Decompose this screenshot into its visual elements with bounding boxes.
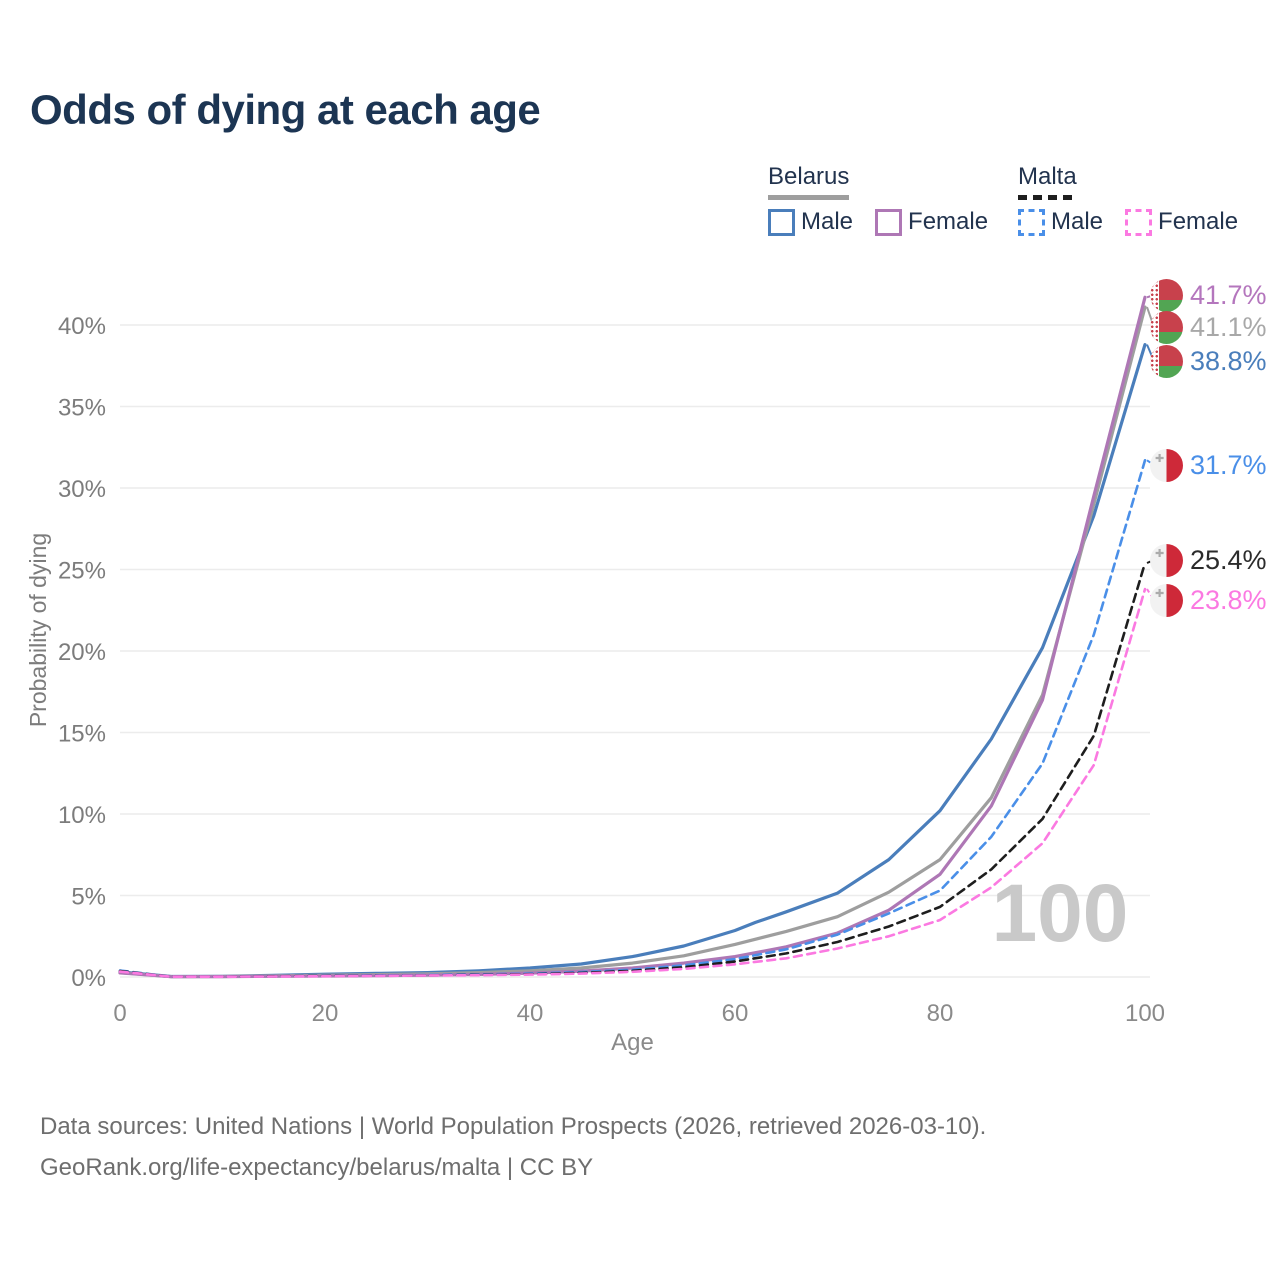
end-label-belarus-female: 41.7%	[1150, 278, 1267, 312]
end-label-value: 41.7%	[1190, 279, 1267, 310]
end-label-value: 25.4%	[1190, 544, 1267, 575]
belarus-flag-icon	[1150, 344, 1183, 378]
end-label-malta-female: 23.8%	[1150, 583, 1267, 617]
x-tick-80: 80	[927, 1000, 954, 1027]
y-tick-0%: 0%	[71, 965, 106, 992]
legend-header-malta[interactable]: Malta	[1018, 163, 1077, 200]
y-tick-5%: 5%	[71, 884, 106, 911]
end-label-belarus-male: 38.8%	[1150, 344, 1267, 378]
end-label-value: 41.1%	[1190, 311, 1267, 342]
y-tick-20%: 20%	[58, 639, 106, 666]
attribution-line: GeoRank.org/life-expectancy/belarus/malt…	[40, 1154, 594, 1181]
malta-line-style-sample	[1018, 195, 1077, 200]
end-label-malta-male: 31.7%	[1150, 448, 1267, 482]
x-tick-100: 100	[1125, 1000, 1165, 1027]
legend-item-label: Female	[908, 208, 989, 235]
legend-item-belarus-female[interactable]: Female	[875, 208, 988, 236]
x-tick-60: 60	[722, 1000, 749, 1027]
age-indicator-watermark: 100	[992, 868, 1129, 959]
footer: Data sources: United Nations | World Pop…	[40, 1106, 986, 1188]
y-tick-30%: 30%	[58, 476, 106, 503]
belarus-flag-icon	[1150, 310, 1183, 344]
series-line-malta-female[interactable]	[118, 587, 1147, 978]
end-label-belarus-all: 41.1%	[1150, 310, 1267, 344]
y-axis-title: Probability of dying	[25, 533, 51, 727]
legend-group-malta: Malta Male Female	[1018, 163, 1238, 236]
belarus-male-swatch-icon	[768, 208, 795, 236]
legend-item-label: Male	[1051, 208, 1104, 235]
x-tick-0: 0	[113, 1000, 126, 1027]
x-tick-40: 40	[517, 1000, 544, 1027]
legend-item-malta-female[interactable]: Female	[1125, 208, 1238, 236]
y-tick-35%: 35%	[58, 395, 106, 422]
data-sources-line: Data sources: United Nations | World Pop…	[40, 1113, 987, 1140]
legend-item-belarus-male[interactable]: Male	[768, 208, 853, 236]
malta-flag-icon	[1150, 543, 1183, 577]
belarus-female-swatch-icon	[875, 208, 903, 236]
legend-item-label: Female	[1158, 208, 1239, 235]
legend-header-malta-label: Malta	[1018, 163, 1077, 190]
x-axis-title: Age	[611, 1029, 654, 1056]
legend-group-belarus: Belarus Male Female	[768, 163, 988, 236]
malta-female-swatch-icon	[1125, 208, 1153, 236]
end-label-value: 23.8%	[1190, 584, 1267, 615]
belarus-line-style-sample	[768, 195, 850, 200]
malta-flag-icon	[1150, 583, 1183, 617]
y-tick-15%: 15%	[58, 721, 106, 748]
malta-flag-icon	[1150, 448, 1183, 482]
legend-item-label: Male	[801, 208, 854, 235]
x-tick-20: 20	[312, 1000, 339, 1027]
end-label-value: 38.8%	[1190, 345, 1267, 376]
end-label-value: 31.7%	[1190, 449, 1267, 480]
legend-header-belarus[interactable]: Belarus	[768, 163, 850, 200]
page-title: Odds of dying at each age	[30, 86, 541, 133]
legend-header-belarus-label: Belarus	[768, 163, 850, 190]
end-label-malta-all: 25.4%	[1150, 543, 1267, 577]
belarus-flag-icon	[1150, 278, 1183, 312]
y-tick-40%: 40%	[58, 313, 106, 340]
malta-male-swatch-icon	[1018, 208, 1045, 236]
legend-item-malta-male[interactable]: Male	[1018, 208, 1103, 236]
y-tick-25%: 25%	[58, 558, 106, 585]
y-tick-10%: 10%	[58, 802, 106, 829]
